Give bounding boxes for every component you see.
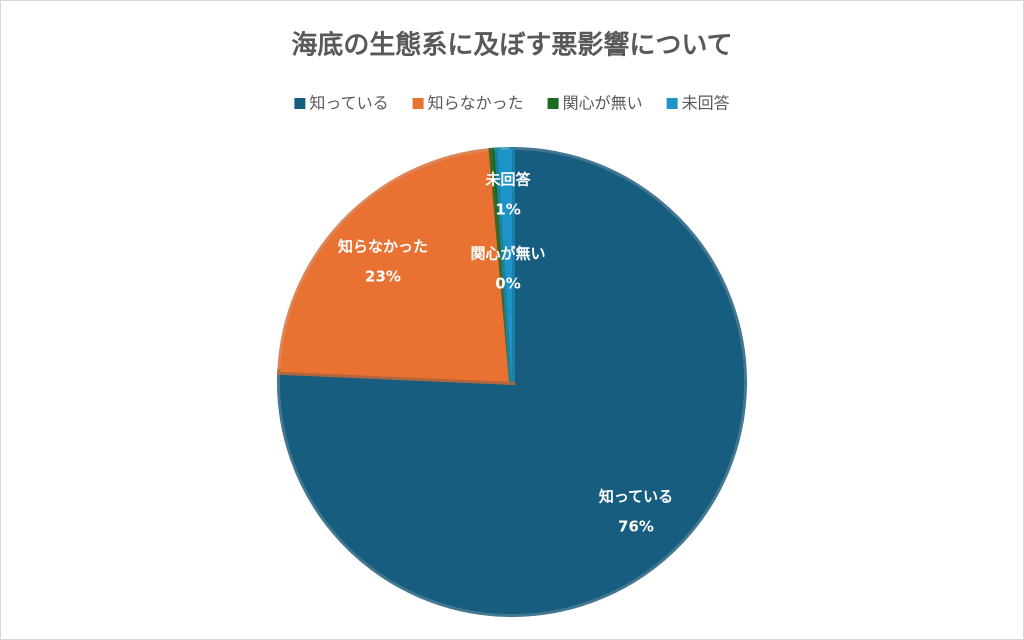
legend-swatch (547, 98, 559, 109)
legend-label: 知っている (309, 94, 388, 113)
data-label-value: 23% (365, 268, 401, 286)
pie (277, 146, 747, 617)
legend-label: 知らなかった (428, 94, 524, 113)
legend-swatch (666, 98, 678, 109)
data-labels: 知っている 76% 知らなかった 23% 関心が無い 0% 未回答 1% (338, 171, 673, 536)
legend-label: 関心が無い (563, 94, 643, 113)
pie-slice-face (280, 150, 512, 382)
legend-label: 未回答 (682, 94, 730, 113)
data-label-value: 76% (618, 518, 654, 536)
legend: 知っている 知らなかった 関心が無い 未回答 (294, 94, 730, 113)
legend-item: 関心が無い (547, 94, 643, 113)
legend-item: 未回答 (666, 94, 730, 113)
data-label-name: 関心が無い (470, 245, 545, 263)
legend-swatch (294, 98, 306, 109)
data-label-name: 知らなかった (338, 238, 428, 256)
data-label-value: 0% (495, 275, 520, 293)
chart-title: 海底の生態系に及ぼす悪影響について (291, 30, 732, 61)
data-label-value: 1% (495, 201, 520, 219)
legend-item: 知らなかった (412, 94, 524, 113)
legend-swatch (412, 98, 424, 109)
pie-slice-face (497, 150, 512, 382)
legend-item: 知っている (294, 94, 389, 113)
data-label-name: 未回答 (484, 171, 531, 189)
data-label-name: 知っている (599, 488, 673, 506)
